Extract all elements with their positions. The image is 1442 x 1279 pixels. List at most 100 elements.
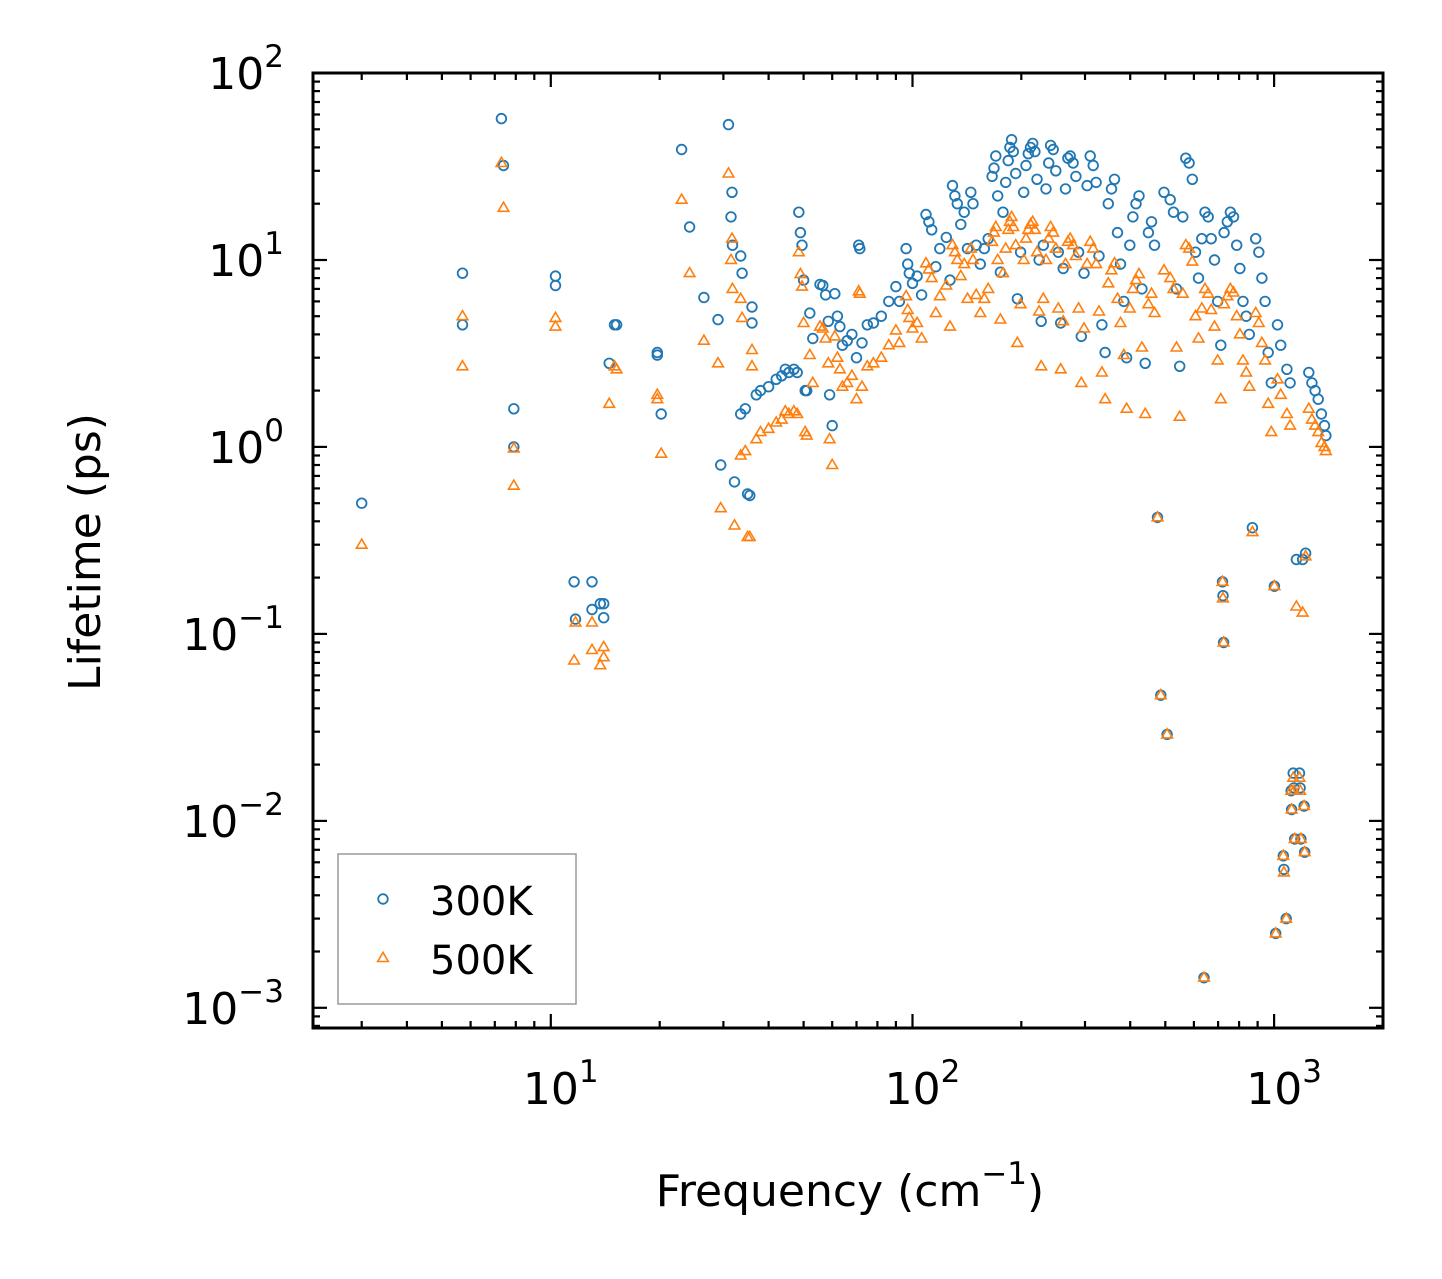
data-point-500k xyxy=(966,252,980,265)
data-point-500k xyxy=(993,312,1008,324)
data-point-500k xyxy=(1141,297,1156,309)
data-point-300k xyxy=(890,280,902,293)
data-point-300k xyxy=(728,476,741,488)
data-point-300k xyxy=(779,363,792,376)
data-point-500k xyxy=(1104,263,1119,275)
data-point-300k xyxy=(1256,272,1268,284)
data-point-300k xyxy=(902,258,914,270)
data-point-300k xyxy=(1018,186,1030,199)
data-point-500k xyxy=(1269,926,1283,938)
data-point-500k xyxy=(1117,347,1131,360)
data-point-300k xyxy=(1281,363,1293,376)
data-point-500k xyxy=(568,615,583,627)
data-point-500k xyxy=(1144,286,1159,299)
data-point-500k xyxy=(1089,256,1103,269)
data-point-300k xyxy=(1158,186,1170,199)
data-point-500k xyxy=(1066,238,1080,250)
data-point-500k xyxy=(902,310,916,323)
data-point-300k xyxy=(456,267,469,279)
data-point-300k xyxy=(1099,346,1111,359)
data-point-300k xyxy=(1271,319,1284,331)
data-point-500k xyxy=(1077,321,1091,333)
data-point-300k xyxy=(1093,250,1105,262)
data-point-500k xyxy=(725,281,740,294)
data-point-500k xyxy=(1074,375,1088,388)
data-point-500k xyxy=(1230,309,1244,321)
data-point-300k xyxy=(875,310,888,322)
y-tick-label: 10−3 xyxy=(182,974,284,1035)
data-point-300k xyxy=(1237,295,1249,308)
data-point-300k xyxy=(955,218,967,231)
data-point-300k xyxy=(746,301,758,313)
data-point-300k xyxy=(940,231,953,244)
data-point-500k xyxy=(1297,798,1311,811)
data-point-300k xyxy=(722,118,735,131)
data-point-500k xyxy=(964,241,978,253)
data-point-500k xyxy=(1113,315,1128,328)
data-point-500k xyxy=(1319,443,1333,456)
data-point-500k xyxy=(1302,401,1316,414)
data-point-300k xyxy=(1227,211,1240,223)
data-point-500k xyxy=(1185,254,1199,266)
data-point-500k xyxy=(1080,256,1094,269)
data-point-500k xyxy=(1126,281,1140,294)
data-point-500k xyxy=(1056,314,1070,326)
data-point-300k xyxy=(1259,295,1271,308)
data-point-500k xyxy=(711,356,725,368)
data-point-300k xyxy=(861,319,874,331)
series-300k xyxy=(356,112,1332,984)
data-point-500k xyxy=(1276,848,1290,861)
data-point-300k xyxy=(762,381,775,393)
data-point-300k xyxy=(1186,173,1199,186)
data-point-500k xyxy=(1107,256,1122,268)
data-point-300k xyxy=(1064,150,1076,162)
data-point-300k xyxy=(997,206,1009,218)
data-point-500k xyxy=(654,446,669,459)
data-point-300k xyxy=(1205,232,1217,245)
data-point-300k xyxy=(1114,258,1127,270)
data-point-500k xyxy=(910,315,924,328)
data-point-300k xyxy=(356,497,368,509)
data-point-500k xyxy=(1160,727,1174,739)
data-point-500k xyxy=(796,315,811,328)
data-point-300k xyxy=(598,612,610,624)
data-point-300k xyxy=(1183,157,1195,169)
data-point-500k xyxy=(1289,599,1304,611)
data-point-300k xyxy=(739,403,752,415)
data-point-500k xyxy=(821,356,835,368)
data-point-500k xyxy=(830,350,845,363)
data-point-300k xyxy=(1142,226,1155,239)
data-point-500k xyxy=(882,338,896,350)
data-point-500k xyxy=(1216,591,1230,603)
data-point-500k xyxy=(1006,219,1020,232)
data-point-500k xyxy=(1172,409,1187,422)
data-point-300k xyxy=(744,489,756,502)
data-point-500k xyxy=(1176,286,1190,299)
data-point-300k xyxy=(715,459,727,471)
data-point-500k xyxy=(840,375,854,388)
data-point-500k xyxy=(455,359,470,371)
data-point-500k xyxy=(1216,635,1231,647)
plot-frame xyxy=(311,71,1385,1030)
y-tick-label: 10−2 xyxy=(182,787,284,848)
data-point-500k xyxy=(1163,270,1177,283)
data-point-500k xyxy=(1135,340,1149,352)
data-point-500k xyxy=(1154,688,1168,700)
data-point-500k xyxy=(987,225,1001,237)
data-point-300k xyxy=(508,403,520,415)
data-point-500k xyxy=(1298,845,1312,857)
data-point-300k xyxy=(594,598,607,610)
data-point-300k xyxy=(819,289,832,301)
data-point-500k xyxy=(943,319,957,331)
data-point-300k xyxy=(1084,150,1096,162)
data-point-300k xyxy=(1054,317,1067,329)
data-point-500k xyxy=(724,252,738,265)
data-point-300k xyxy=(850,352,863,364)
data-point-300k xyxy=(1031,173,1043,186)
data-point-500k xyxy=(1284,802,1299,814)
data-point-500k xyxy=(1305,412,1319,424)
data-point-300k xyxy=(1050,165,1062,177)
data-point-300k xyxy=(990,150,1002,162)
data-point-500k xyxy=(985,234,999,247)
